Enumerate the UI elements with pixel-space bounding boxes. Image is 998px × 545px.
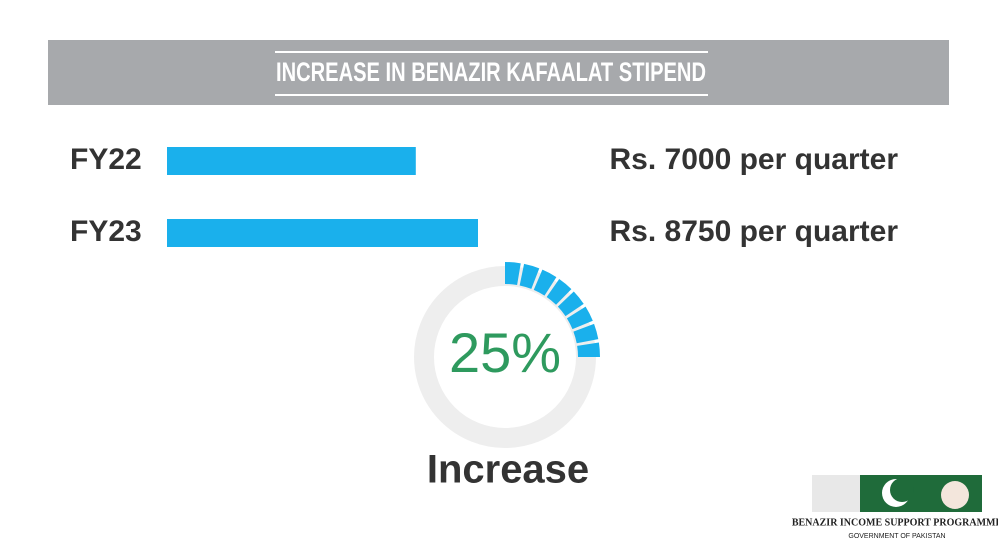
logo-subtitle: GOVERNMENT OF PAKISTAN (848, 533, 945, 540)
donut-arc (504, 262, 600, 358)
category-label: FY22 (70, 143, 142, 176)
category-label: FY23 (70, 215, 142, 248)
value-label: Rs. 7000 per quarter (610, 143, 899, 176)
value-label: Rs. 8750 per quarter (610, 215, 899, 248)
bar (167, 147, 416, 175)
logo-crescent-cut (890, 478, 914, 502)
logo-portrait (941, 481, 969, 509)
logo-emblem (812, 475, 860, 512)
donut-caption: Increase (427, 448, 589, 492)
bar (167, 219, 478, 247)
title: INCREASE IN BENAZIR KAFAALAT STIPEND (276, 57, 706, 87)
donut-value-label: 25% (449, 321, 561, 384)
logo-title: BENAZIR INCOME SUPPORT PROGRAMME (792, 517, 998, 528)
logo: BENAZIR INCOME SUPPORT PROGRAMME GOVERNM… (792, 475, 998, 540)
